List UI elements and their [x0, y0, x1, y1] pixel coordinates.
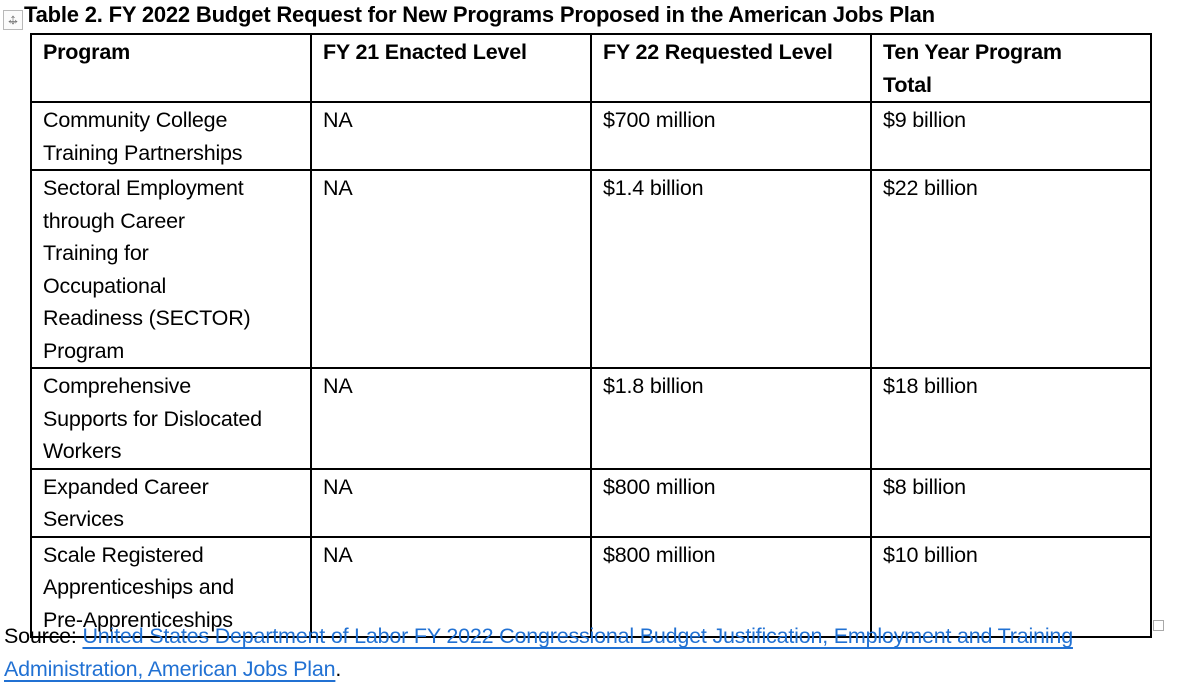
- source-line[interactable]: Source: United States Department of Labo…: [4, 620, 1152, 686]
- ten-year-cell[interactable]: $9 billion: [870, 101, 1152, 171]
- program-cell[interactable]: Expanded Career Services: [30, 467, 312, 538]
- program-cell[interactable]: Scale Registered Apprenticeships and Pre…: [30, 535, 312, 638]
- program-cell[interactable]: Comprehensive Supports for Dislocated Wo…: [30, 367, 312, 470]
- budget-table: Program FY 21 Enacted Level FY 22 Reques…: [30, 33, 1152, 638]
- column-header-program[interactable]: Program: [30, 33, 312, 103]
- fy21-cell[interactable]: NA: [310, 101, 592, 171]
- fy22-cell[interactable]: $700 million: [590, 101, 872, 171]
- fy21-cell[interactable]: NA: [310, 535, 592, 638]
- program-cell[interactable]: Sectoral Employment through Career Train…: [30, 169, 312, 369]
- source-link[interactable]: United States Department of Labor FY 202…: [4, 624, 1073, 681]
- table-row: Expanded Career Services NA $800 million…: [30, 467, 1152, 538]
- table-row: Comprehensive Supports for Dislocated Wo…: [30, 367, 1152, 470]
- fy22-cell[interactable]: $1.4 billion: [590, 169, 872, 369]
- column-header-ten-year-total[interactable]: Ten Year Program Total: [870, 33, 1152, 103]
- table-resize-handle[interactable]: [1153, 620, 1164, 631]
- column-header-fy22-requested[interactable]: FY 22 Requested Level: [590, 33, 872, 103]
- fy21-cell[interactable]: NA: [310, 367, 592, 470]
- table-header-row: Program FY 21 Enacted Level FY 22 Reques…: [30, 33, 1152, 103]
- source-label: Source:: [4, 624, 83, 648]
- column-header-fy21-enacted[interactable]: FY 21 Enacted Level: [310, 33, 592, 103]
- table-row: Scale Registered Apprenticeships and Pre…: [30, 535, 1152, 638]
- fy21-cell[interactable]: NA: [310, 169, 592, 369]
- table-move-handle[interactable]: ↔ ↕: [3, 10, 23, 30]
- ten-year-cell[interactable]: $8 billion: [870, 467, 1152, 538]
- fy22-cell[interactable]: $800 million: [590, 535, 872, 638]
- table-row: Community College Training Partnerships …: [30, 101, 1152, 171]
- table-row: Sectoral Employment through Career Train…: [30, 169, 1152, 369]
- fy22-cell[interactable]: $1.8 billion: [590, 367, 872, 470]
- fy22-cell[interactable]: $800 million: [590, 467, 872, 538]
- ten-year-cell[interactable]: $18 billion: [870, 367, 1152, 470]
- source-period: .: [335, 657, 342, 681]
- move-icon: ↕: [9, 11, 17, 28]
- fy21-cell[interactable]: NA: [310, 467, 592, 538]
- ten-year-cell[interactable]: $10 billion: [870, 535, 1152, 638]
- ten-year-cell[interactable]: $22 billion: [870, 169, 1152, 369]
- program-cell[interactable]: Community College Training Partnerships: [30, 101, 312, 171]
- move-icon: ↔: [5, 11, 21, 28]
- table-caption[interactable]: Table 2. FY 2022 Budget Request for New …: [24, 2, 935, 27]
